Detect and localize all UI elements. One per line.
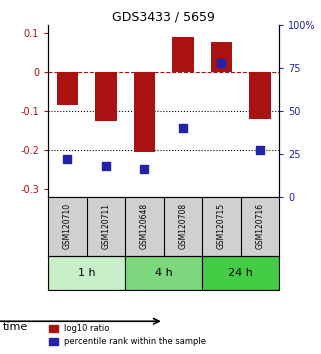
- Text: 4 h: 4 h: [155, 268, 173, 278]
- Text: GSM120716: GSM120716: [256, 203, 265, 250]
- Point: [103, 163, 108, 169]
- Text: 1 h: 1 h: [78, 268, 95, 278]
- Legend: log10 ratio, percentile rank within the sample: log10 ratio, percentile rank within the …: [46, 321, 210, 350]
- Bar: [249, 72, 271, 119]
- Text: GSM120715: GSM120715: [217, 203, 226, 250]
- Text: GSM120710: GSM120710: [63, 203, 72, 250]
- Bar: [95, 72, 117, 121]
- Bar: [172, 36, 194, 72]
- Point: [257, 148, 263, 153]
- Text: 24 h: 24 h: [228, 268, 253, 278]
- Title: GDS3433 / 5659: GDS3433 / 5659: [112, 11, 215, 24]
- Text: GSM120711: GSM120711: [101, 203, 110, 249]
- Bar: [211, 42, 232, 72]
- Bar: [134, 72, 155, 152]
- Point: [65, 156, 70, 162]
- Bar: [125, 256, 202, 290]
- Point: [180, 125, 186, 131]
- Bar: [57, 72, 78, 105]
- Text: GSM120708: GSM120708: [178, 203, 187, 250]
- Bar: [48, 256, 125, 290]
- Point: [142, 166, 147, 172]
- Text: time: time: [3, 322, 29, 332]
- Text: GSM120648: GSM120648: [140, 203, 149, 250]
- Bar: [202, 256, 279, 290]
- Point: [219, 60, 224, 65]
